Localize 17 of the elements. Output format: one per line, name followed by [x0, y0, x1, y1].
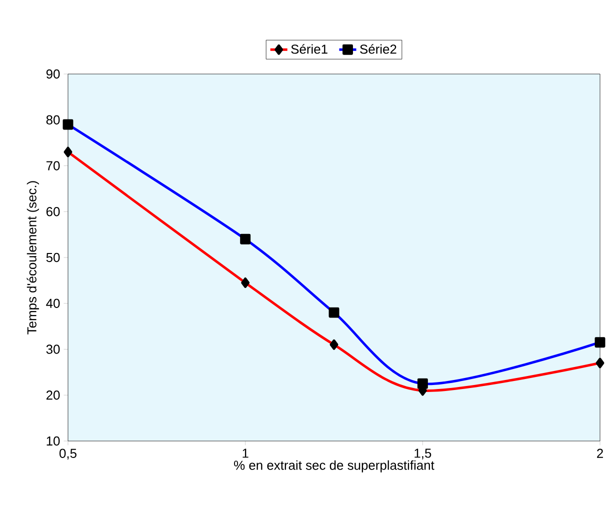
- y-tick-label: 50: [46, 252, 60, 262]
- y-tick-label: 10: [46, 436, 60, 446]
- y-tick-label: 60: [46, 207, 60, 216]
- x-tick-label: 0,5: [59, 448, 76, 460]
- x-tick-label: 1: [242, 448, 248, 458]
- y-tick-label: 40: [46, 298, 60, 308]
- x-axis-title: % en extrait sec de superplastifiant: [234, 460, 434, 472]
- y-tick-label: 20: [46, 390, 60, 400]
- legend-label: Série1: [291, 44, 328, 54]
- legend-label: Série2: [360, 44, 396, 54]
- y-tick-label: 80: [46, 115, 60, 124]
- x-tick-label: 2: [597, 448, 603, 458]
- y-tick-label: 90: [46, 69, 60, 79]
- y-tick-label: 70: [46, 161, 60, 170]
- x-tick-label: 1,5: [414, 448, 432, 460]
- y-tick-label: 30: [46, 344, 60, 354]
- y-axis-title: Temps d'écoulement (sec.): [26, 181, 39, 334]
